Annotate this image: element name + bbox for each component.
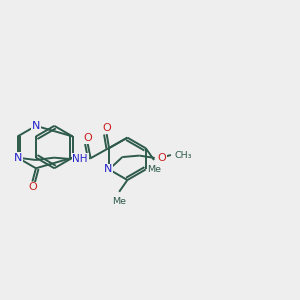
Text: Me: Me xyxy=(147,165,161,174)
Text: O: O xyxy=(28,182,37,192)
Text: CH₃: CH₃ xyxy=(174,151,192,160)
Text: N: N xyxy=(14,153,22,163)
Text: N: N xyxy=(32,121,40,131)
Text: O: O xyxy=(83,133,92,142)
Text: N: N xyxy=(103,164,112,174)
Text: O: O xyxy=(102,123,111,133)
Text: NH: NH xyxy=(72,154,88,164)
Text: O: O xyxy=(157,153,166,163)
Text: Me: Me xyxy=(112,197,126,206)
